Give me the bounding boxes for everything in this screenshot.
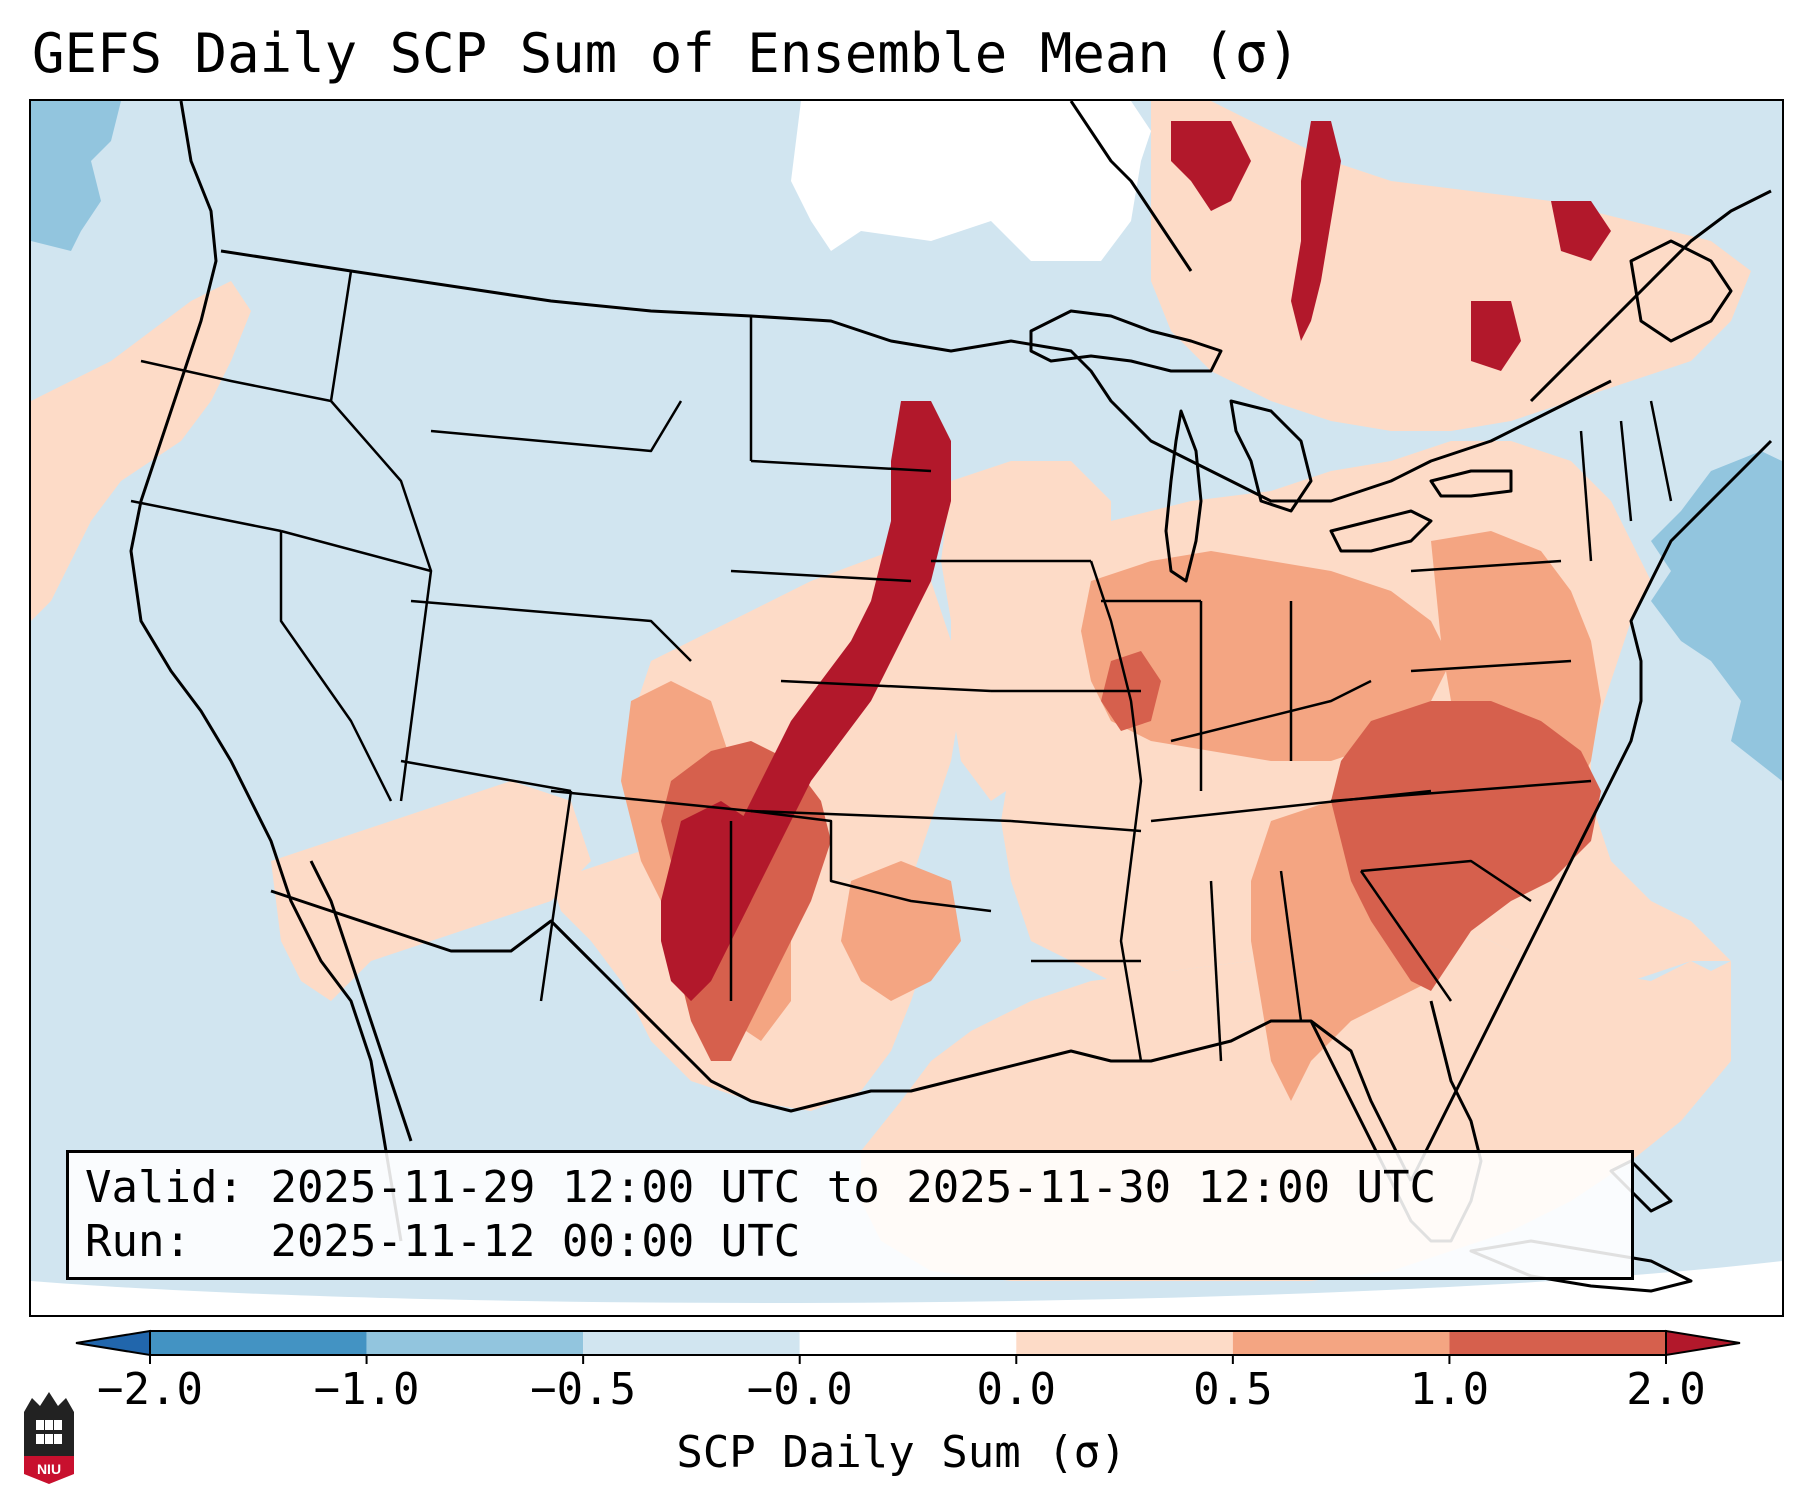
niu-logo-badge (24, 1456, 74, 1484)
pa-md-border (1410, 659, 1572, 673)
colorbar-tick-label: 0.0 (976, 1364, 1057, 1415)
ne-ks-border (780, 679, 992, 693)
outside-domain-curve (31, 1261, 1782, 1315)
ms-river (1089, 560, 1143, 1062)
id-mt-border (329, 270, 433, 572)
mexico-border (270, 889, 593, 963)
nh-me-border (1649, 400, 1673, 502)
nc-sc-border (1360, 859, 1532, 903)
wy-co-border (410, 599, 692, 662)
valid-time-range: 2025-11-29 12:00 UTC to 2025-11-30 12:00… (270, 1162, 1437, 1213)
va-nc-border (1330, 779, 1592, 803)
map-svg (31, 101, 1782, 1315)
hudson-bay-coast (1069, 101, 1193, 272)
ky-oh-border (1170, 679, 1372, 743)
colorbar-bin (1449, 1331, 1666, 1355)
niu-logo-window-4 (36, 1434, 44, 1444)
ny-vt-border (1579, 430, 1593, 562)
southwest-warm-fill (271, 781, 591, 1001)
great-lakes-ontario (1429, 469, 1513, 498)
wa-or-border (140, 359, 332, 403)
texas-panhandle-extreme-fill (661, 801, 761, 1001)
colorbar-bin (1016, 1331, 1233, 1355)
colorbar-ticks (149, 1355, 1667, 1364)
al-ga-border (1279, 870, 1303, 1022)
gulf-of-st-lawrence (1629, 239, 1733, 343)
ohio-valley-moderate-fill (1081, 551, 1451, 761)
colorbar-label: SCP Daily Sum (σ) (676, 1427, 1127, 1478)
colorbar-bin (366, 1331, 584, 1355)
niu-logo-window-1 (36, 1420, 44, 1430)
sd-ne-border (730, 569, 912, 583)
vt-nh-border (1619, 420, 1633, 522)
mt-wy-border (430, 400, 683, 453)
colorbar-bins (75, 1329, 1741, 1357)
niu-logo-window-2 (45, 1420, 53, 1430)
run-time: 2025-11-12 00:00 UTC (270, 1216, 801, 1267)
colorbar-tick-label: −0.0 (746, 1364, 853, 1415)
colorbar-tick-label: −2.0 (97, 1364, 203, 1415)
pacific-coastline (129, 101, 403, 1242)
colorbar-extend-high (1665, 1329, 1741, 1357)
valid-label: Valid: (85, 1162, 244, 1213)
great-lakes-huron (1229, 399, 1313, 513)
chart-title: GEFS Daily SCP Sum of Ensemble Mean (σ) (32, 22, 1300, 85)
pacific-cool-patch (31, 101, 121, 251)
ks-ok-border (750, 809, 1012, 823)
run-label: Run: (85, 1216, 191, 1267)
east-ontario-extreme-fill (1471, 301, 1521, 371)
colorbar-tick-label: −0.5 (530, 1364, 637, 1415)
colorbar-extend-low (75, 1329, 151, 1357)
colorbar-tick-label: −1.0 (313, 1364, 420, 1415)
map-panel (29, 99, 1784, 1317)
az-nm-border (539, 790, 573, 1002)
quebec-extreme-fill (1291, 121, 1341, 341)
west-coast-warm-fill (31, 281, 251, 621)
anomaly-fill-layer (31, 101, 1782, 1315)
labrador-extreme-fill (1551, 201, 1611, 261)
co-nm-border (550, 789, 752, 813)
valid-run-info-box: Valid: 2025-11-29 12:00 UTC to 2025-11-3… (66, 1150, 1634, 1280)
ca-nv-border (279, 531, 393, 802)
sc-ga-border (1359, 870, 1453, 1002)
baja-coastline (309, 860, 413, 1142)
niu-logo-icon: NIU (24, 1392, 74, 1484)
colorbar-bin (799, 1331, 1017, 1355)
nd-sd-border (750, 459, 932, 473)
state-boundary-layer (130, 270, 1673, 1062)
ms-al-border (1209, 880, 1223, 1062)
ut-az-border (400, 759, 572, 793)
manitoba-neutral-patch (791, 101, 1151, 261)
colorbar-tick-label: 0.5 (1193, 1364, 1273, 1415)
great-lakes-erie (1329, 509, 1433, 553)
ontario-neutral-patch (951, 101, 1031, 141)
mo-ar-border (1010, 819, 1142, 833)
atlantic-coastline (1409, 439, 1773, 1182)
east-texas-moderate-fill (841, 861, 961, 1001)
great-lakes-superior (1029, 309, 1223, 373)
niu-logo-window-6 (54, 1434, 62, 1444)
colorbar-outline (149, 1330, 1667, 1356)
great-lakes-michigan (1164, 409, 1203, 583)
gulf-coastline (549, 919, 1413, 1182)
colorbar-bin (583, 1331, 800, 1355)
pa-ny-border (1410, 559, 1562, 573)
colorbar-tick-label: 2.0 (1626, 1364, 1706, 1415)
colorbar-tick-label: 1.0 (1409, 1364, 1490, 1415)
midwest-warm-fill (941, 461, 1111, 801)
colorbar-bin (1232, 1331, 1450, 1355)
ontario-extreme-fill (1171, 121, 1251, 211)
carolinas-high-fill (1331, 701, 1601, 991)
ok-tx-border (750, 809, 992, 913)
colorbar (75, 1329, 1741, 1364)
colorbar-bin (150, 1331, 367, 1355)
niu-logo-window-5 (45, 1434, 53, 1444)
st-lawrence-coast (1529, 189, 1772, 403)
canada-us-border (220, 249, 1612, 503)
atlantic-cool-patch (1651, 451, 1782, 781)
niu-logo-window-3 (54, 1420, 62, 1430)
or-ca-border (130, 499, 282, 533)
niu-logo-text: NIU (37, 1461, 61, 1477)
